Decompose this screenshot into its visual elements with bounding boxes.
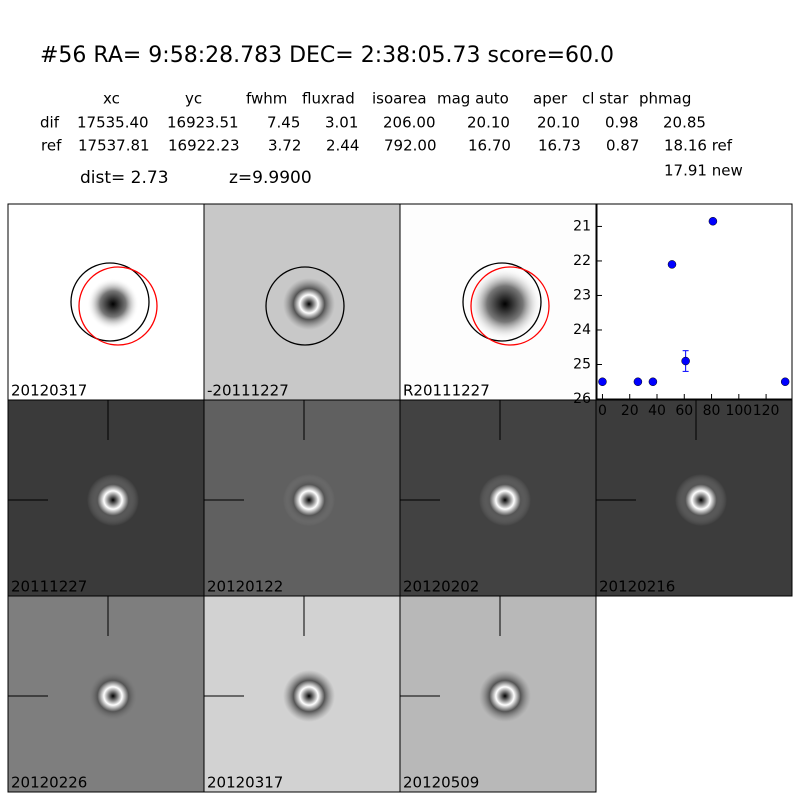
stamp-label: -20111227: [207, 382, 289, 400]
table-note: 17.91 new: [664, 162, 743, 180]
source: [283, 278, 335, 330]
y-tick-label: 23: [573, 287, 591, 303]
column-header: aper: [533, 90, 568, 108]
source: [469, 268, 541, 340]
column-header: phmag: [639, 90, 691, 108]
stamp-label: 20120202: [403, 578, 479, 596]
table-cell: 16922.23: [168, 137, 240, 155]
stamp-label: 20120216: [599, 578, 675, 596]
y-tick-label: 25: [573, 356, 591, 372]
point: [633, 377, 643, 386]
point: [667, 260, 677, 269]
table-cell: 3.72: [268, 137, 301, 155]
point: [648, 377, 658, 386]
source: [283, 474, 335, 526]
table-cell: 20.85: [663, 114, 706, 132]
table-cell: 3.01: [325, 114, 358, 132]
table-cell: ref: [41, 137, 62, 155]
table-cell: 17535.40: [77, 114, 149, 132]
stamp-label: 20120509: [403, 774, 479, 792]
table-cell: 18.16 ref: [664, 137, 733, 155]
table-cell: dif: [40, 114, 60, 132]
table: xc yc fwhm fluxrad isoarea mag auto aper cl sta…: [40, 90, 743, 180]
table-cell: 20.10: [537, 114, 580, 132]
stamp-label: 20120317: [11, 382, 87, 400]
dist: dist= 2.73: [80, 168, 169, 188]
table-cell: 16.70: [468, 137, 511, 155]
table-cell: 0.87: [606, 137, 639, 155]
x-tick-label: 40: [648, 403, 666, 419]
y-tick-label: 26: [573, 391, 591, 407]
stamp-label: R20111227: [403, 382, 490, 400]
source: [479, 474, 531, 526]
column-header: cl star: [582, 90, 629, 108]
table-cell: 0.98: [605, 114, 638, 132]
column-header: fwhm: [246, 90, 287, 108]
aperture: [265, 266, 345, 346]
stamp-label: 20120122: [207, 578, 283, 596]
column-header: isoarea: [372, 90, 427, 108]
column-header: yc: [185, 90, 202, 108]
aperture-ref: [78, 266, 158, 346]
y-tick-label: 24: [573, 322, 591, 338]
table-cell: 20.10: [467, 114, 510, 132]
x-tick-label: 120: [753, 403, 780, 419]
source: [479, 670, 531, 722]
x-tick-label: 80: [703, 403, 721, 419]
z: z=9.9900: [229, 168, 312, 188]
stamp-label: 20120317: [207, 774, 283, 792]
table-cell: 7.45: [267, 114, 300, 132]
light-curve: 21 22 23 24 25 26 0 20 40 60 80 100 120: [573, 203, 793, 419]
point: [780, 377, 790, 386]
x-tick-label: 60: [675, 403, 693, 419]
y-tick-label: 22: [573, 253, 591, 269]
source: [283, 670, 335, 722]
plot-area: [596, 203, 793, 400]
table-cell: 16923.51: [167, 114, 239, 132]
aperture: [462, 262, 542, 342]
source: [675, 474, 727, 526]
point: [681, 356, 690, 366]
table-cell: 16.73: [538, 137, 581, 155]
source: [87, 670, 139, 722]
table-cell: 17537.81: [78, 137, 150, 155]
source: [87, 474, 139, 526]
column-header: mag auto: [437, 90, 509, 108]
table-cell: 2.44: [326, 137, 359, 155]
aperture-ref: [470, 266, 550, 346]
y-tick-label: 21: [573, 218, 591, 234]
title: #56 RA= 9:58:28.783 DEC= 2:38:05.73 scor…: [40, 43, 614, 68]
point: [708, 217, 718, 226]
x-tick-label: 20: [621, 403, 639, 419]
column-header: fluxrad: [302, 90, 355, 108]
column-header: xc: [103, 90, 120, 108]
table-cell: 792.00: [384, 137, 437, 155]
aperture: [70, 262, 150, 342]
point: [598, 377, 607, 386]
x-tick-label: 0: [598, 403, 607, 419]
table-cell: 206.00: [383, 114, 436, 132]
x-tick-label: 100: [725, 403, 752, 419]
stamp-label: 20120226: [11, 774, 87, 792]
source: [87, 278, 139, 330]
stamp-label: 20111227: [11, 578, 87, 596]
